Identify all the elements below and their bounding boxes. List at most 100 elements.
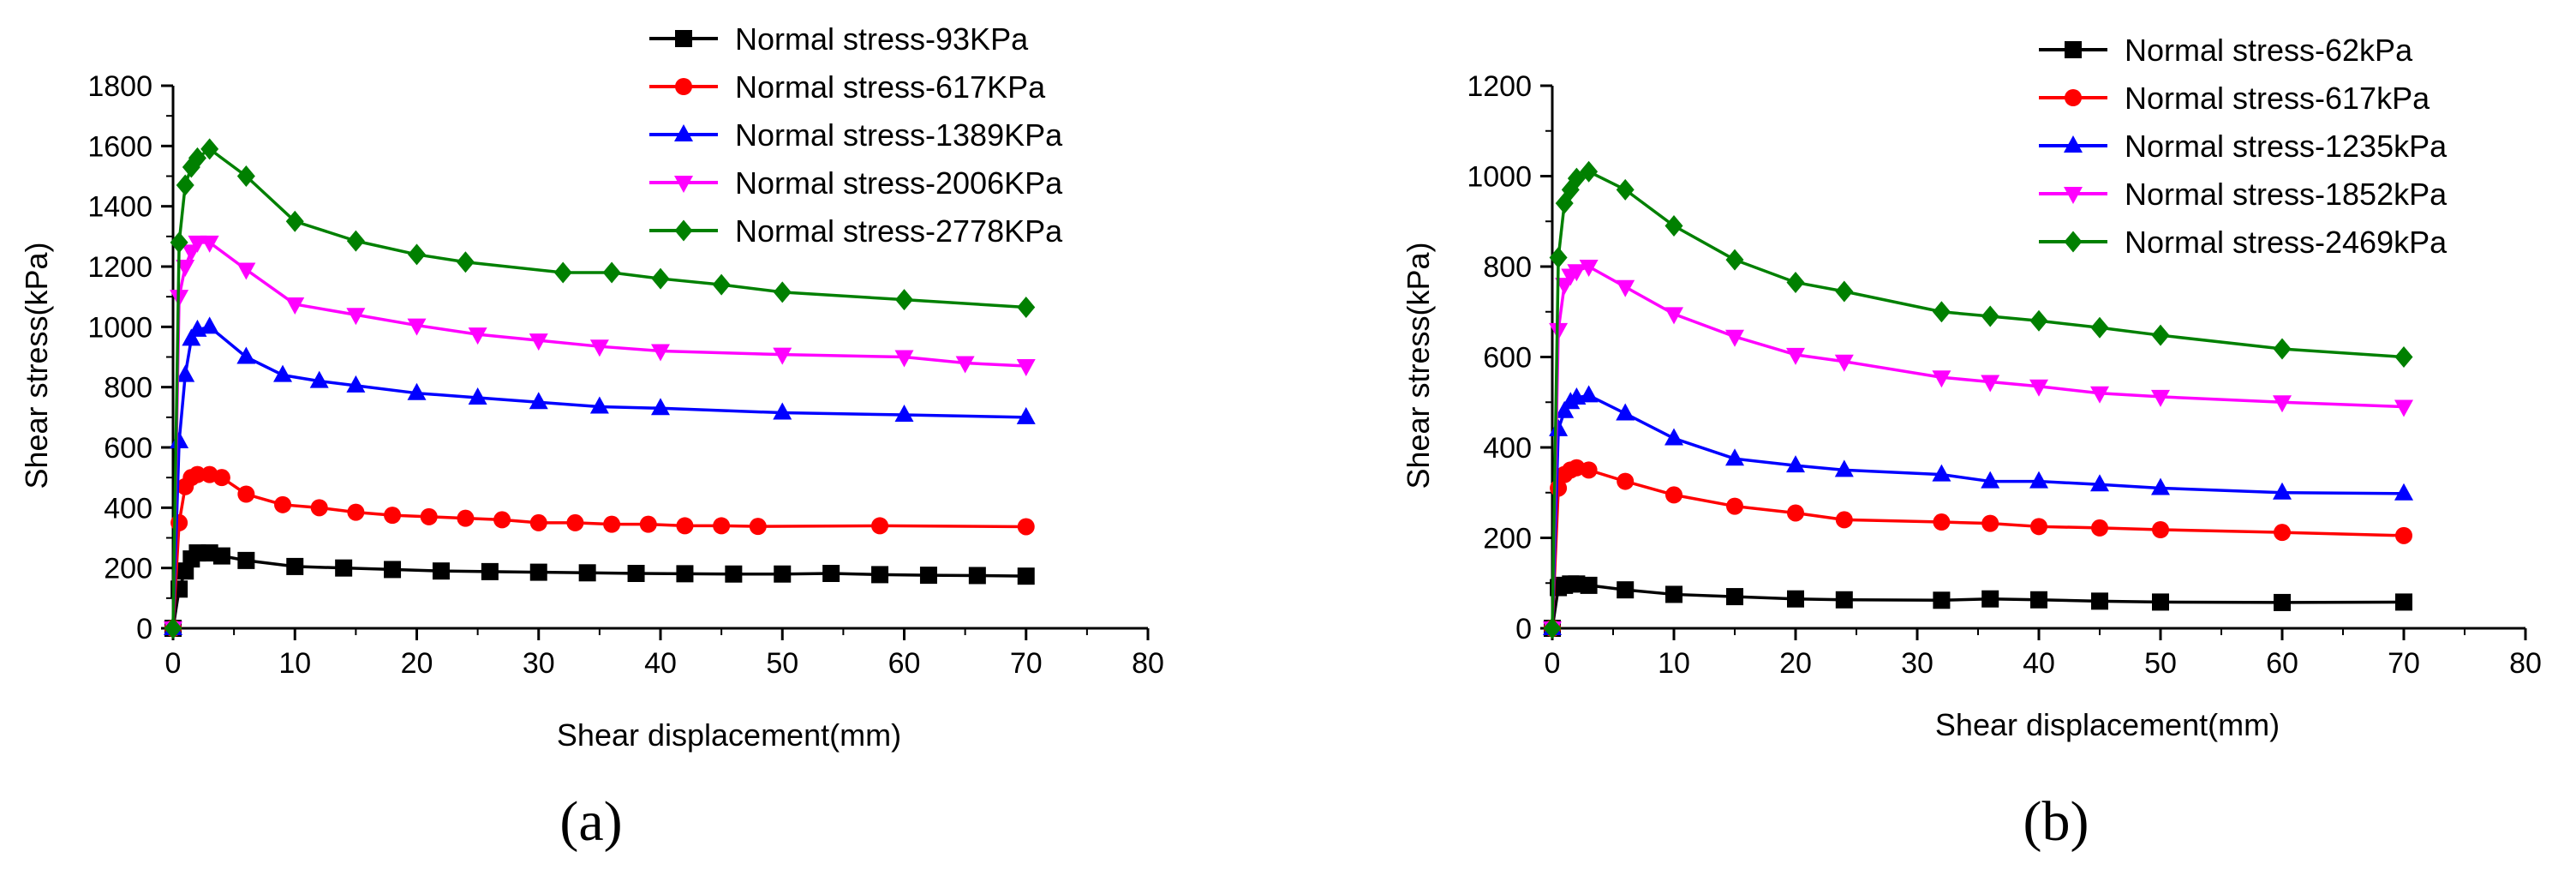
series-5 — [1543, 160, 2413, 639]
legend-swatch-marker — [2065, 41, 2082, 58]
data-point — [1725, 249, 1744, 271]
data-point — [1549, 246, 1568, 268]
data-point — [566, 513, 584, 531]
x-tick-label: 10 — [278, 647, 311, 680]
x-tick-label: 50 — [766, 647, 798, 680]
legend-swatch-marker — [675, 30, 692, 47]
x-tick-label: 40 — [644, 647, 677, 680]
data-point — [713, 517, 731, 535]
data-point — [589, 339, 609, 357]
data-point — [639, 515, 657, 533]
data-point — [2151, 324, 2170, 346]
data-point — [1787, 504, 1804, 522]
data-point — [468, 327, 487, 345]
data-point — [285, 297, 305, 315]
x-tick-label: 80 — [2509, 647, 2542, 680]
data-point — [2029, 471, 2048, 489]
x-tick-label: 10 — [1658, 647, 1690, 680]
data-point — [1932, 370, 1951, 388]
data-point — [1726, 588, 1743, 606]
legend-label: Normal stress-1389KPa — [735, 117, 1063, 153]
data-point — [212, 469, 230, 487]
data-point — [602, 261, 621, 284]
data-point — [894, 350, 914, 368]
y-tick-label: 600 — [104, 432, 152, 465]
data-point — [1580, 576, 1598, 594]
x-tick-label: 20 — [401, 647, 433, 680]
data-point — [176, 174, 194, 196]
data-point — [2030, 518, 2047, 536]
data-point — [529, 563, 547, 581]
data-point — [273, 364, 293, 382]
legend-swatch-marker — [675, 78, 692, 95]
data-point — [2029, 379, 2048, 397]
data-point — [1543, 617, 1562, 639]
data-point — [2091, 519, 2108, 537]
data-point — [2274, 593, 2291, 611]
data-point — [2029, 309, 2048, 332]
data-point — [1016, 359, 1036, 377]
data-point — [1616, 403, 1635, 421]
x-tick-label: 60 — [2266, 647, 2298, 680]
legend-entry: Normal stress-62kPa — [2039, 33, 2413, 68]
y-tick-label: 400 — [1483, 432, 1532, 465]
legend-entry: Normal stress-1235kPa — [2039, 129, 2447, 164]
data-point — [2151, 389, 2170, 407]
data-point — [236, 165, 255, 187]
data-point — [1665, 428, 1683, 446]
y-axis-title: Shear stress(kPa) — [1401, 242, 1436, 489]
legend-swatch-marker — [2064, 187, 2083, 204]
y-tick-label: 800 — [104, 372, 152, 405]
data-point — [2091, 592, 2108, 610]
data-point — [2394, 399, 2413, 417]
data-point — [384, 507, 402, 525]
data-point — [589, 396, 609, 414]
data-point — [2273, 482, 2292, 500]
data-point — [236, 346, 256, 364]
x-tick-label: 30 — [523, 647, 555, 680]
data-point — [1835, 511, 1853, 529]
x-axis-title: Shear displacement(mm) — [1935, 707, 2280, 742]
series-2 — [164, 465, 1035, 637]
y-tick-label: 1000 — [1467, 161, 1532, 194]
data-point — [2152, 521, 2169, 539]
legend-label: Normal stress-62kPa — [2125, 33, 2413, 68]
data-point — [1617, 472, 1635, 490]
data-point — [676, 565, 694, 583]
data-point — [676, 517, 694, 535]
data-point — [432, 562, 450, 580]
data-point — [164, 617, 182, 639]
y-tick-label: 800 — [1483, 251, 1532, 284]
legend-label: Normal stress-1852kPa — [2125, 177, 2447, 212]
legend-swatch-marker — [2064, 135, 2083, 153]
series-3 — [1543, 385, 2413, 635]
data-point — [1786, 347, 1805, 365]
data-point — [347, 503, 365, 521]
x-tick-label: 80 — [1132, 647, 1164, 680]
data-point — [493, 511, 511, 529]
data-point — [1981, 590, 1999, 608]
data-point — [1981, 375, 2000, 393]
series-5 — [164, 138, 1036, 639]
legend-entry: Normal stress-617KPa — [649, 69, 1046, 105]
data-point — [310, 499, 328, 517]
data-point — [1665, 486, 1682, 504]
legend-entry: Normal stress-2778KPa — [649, 213, 1063, 249]
data-point — [2152, 593, 2169, 611]
x-tick-label: 40 — [2023, 647, 2055, 680]
data-point — [170, 231, 188, 254]
chart-panel-a: 0 10 20 30 40 50 60 70 8002004006008001000120014… — [19, 21, 1164, 853]
legend-label: Normal stress-2778KPa — [735, 213, 1063, 249]
data-point — [1981, 305, 1999, 327]
data-point — [309, 370, 329, 388]
legend-label: Normal stress-617kPa — [2125, 81, 2430, 116]
data-point — [1017, 567, 1035, 585]
data-point — [188, 465, 206, 483]
data-point — [286, 557, 304, 575]
data-point — [468, 387, 487, 405]
data-point — [773, 347, 792, 365]
legend-entry: Normal stress-2006KPa — [649, 165, 1063, 201]
legend-swatch-marker — [674, 124, 693, 141]
data-point — [1580, 160, 1599, 183]
data-point — [2090, 386, 2109, 404]
